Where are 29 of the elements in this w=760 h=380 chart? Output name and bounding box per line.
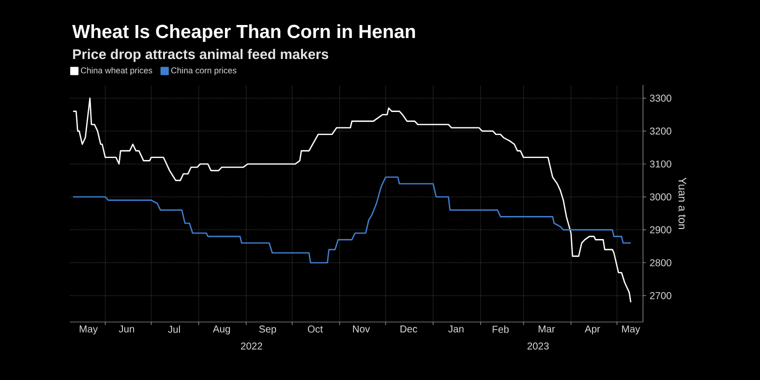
x-tick-label: May [622, 326, 640, 334]
line-series [72, 98, 632, 303]
x-tick-label: Feb [492, 326, 509, 333]
chart-subtitle: Price drop attracts animal feed makers [73, 48, 328, 62]
x-tick-label: Dec [400, 326, 418, 332]
text: 2023 [527, 342, 549, 350]
x-tick-label: Sep [259, 326, 276, 335]
y-tick-label: 2800 [650, 259, 672, 266]
y-tick-label: 3200 [650, 128, 672, 135]
y-tick-label: 3300 [650, 94, 672, 102]
x-tick-label: Mar [538, 326, 555, 332]
text: 2022 [240, 342, 262, 350]
line-series [72, 176, 632, 264]
x-tick-label: Aug [212, 326, 230, 334]
chart-title: Wheat Is Cheaper Than Corn in Henan [72, 24, 415, 42]
x-tick-label: Apr [584, 326, 600, 334]
x-tick-label: May [80, 326, 98, 334]
legend-label: China corn prices [171, 67, 236, 76]
x-tick-label: Jan [448, 326, 464, 332]
x-tick-label: Nov [353, 326, 370, 332]
y-axis-title: Yuan a ton [678, 178, 686, 229]
legend-label: China wheat prices [80, 67, 152, 76]
y-tick-label: 2900 [650, 226, 672, 234]
x-tick-label: Jul [168, 326, 180, 333]
x-tick-label: Jun [118, 326, 134, 332]
y-tick-label: 3000 [650, 193, 672, 200]
x-tick-label: Oct [308, 326, 323, 333]
y-tick-label: 3100 [650, 160, 672, 168]
y-tick-label: 2700 [650, 292, 672, 300]
